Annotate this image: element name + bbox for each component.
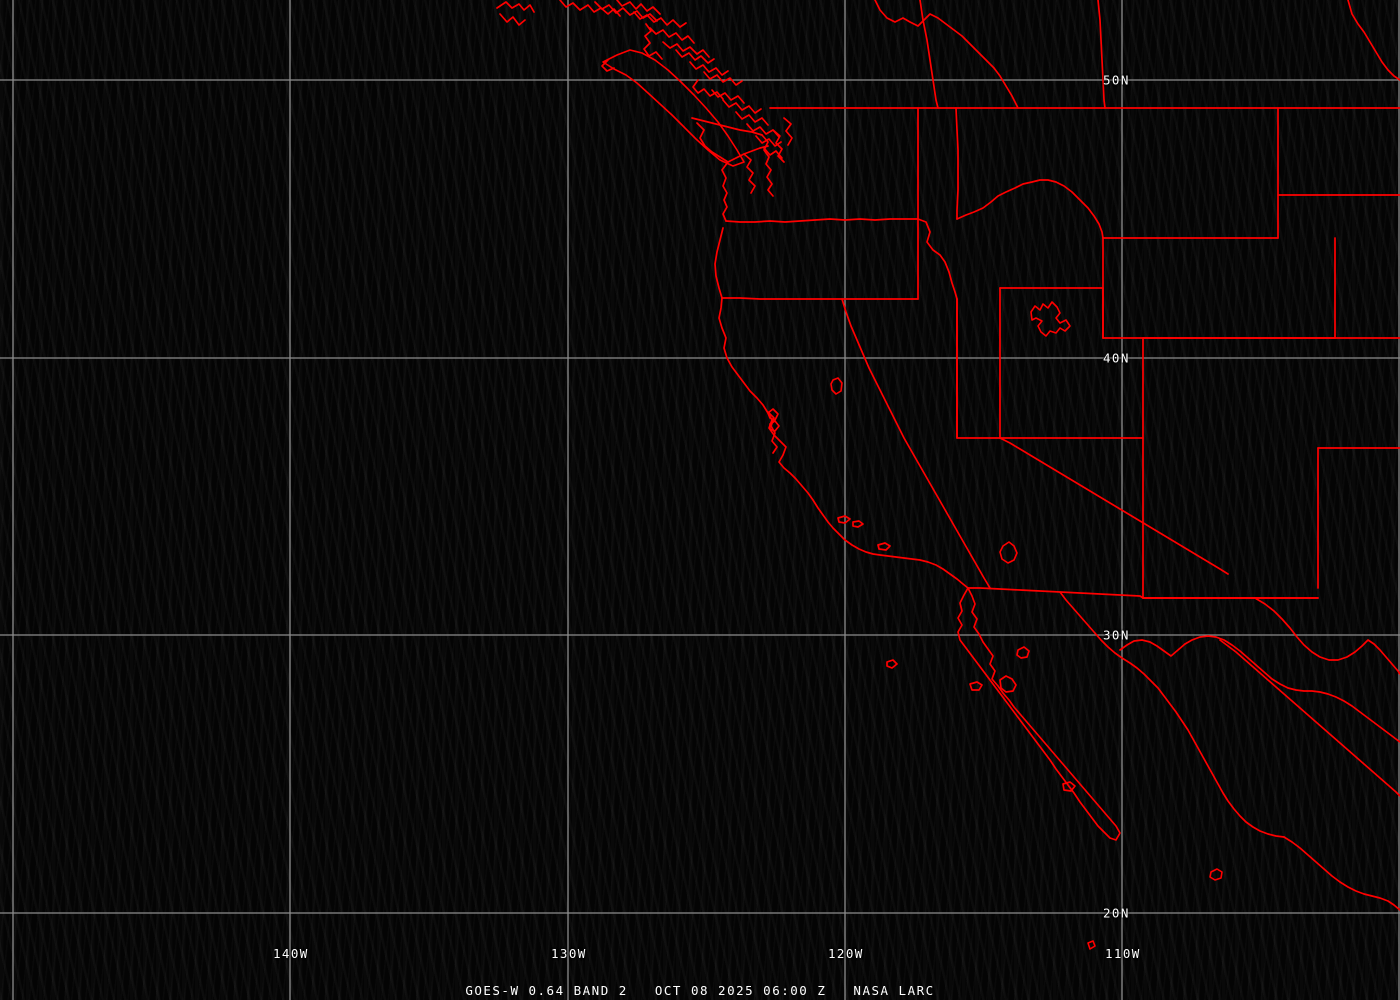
lat-label-50n: 50N (1103, 72, 1130, 88)
olympic-peninsula-puget-sound (691, 117, 793, 222)
us-mexico-border (967, 587, 1400, 675)
wyoming-state (1102, 237, 1336, 339)
bc-coast-archipelago (496, 0, 783, 159)
lon-label-120w: 120W (828, 946, 864, 961)
latitude-gridlines (0, 79, 1400, 914)
lake-tahoe (830, 377, 843, 395)
mexico-mainland-coast (1059, 591, 1400, 911)
lat-label-30n: 30N (1103, 627, 1130, 643)
canada-ne-boundary-segment (1347, 0, 1400, 81)
haida-gwaii (499, 13, 526, 26)
idaho-state (917, 107, 959, 439)
utah-state (999, 287, 1144, 599)
alberta-saskatchewan-border (1097, 0, 1106, 109)
washington-state (725, 107, 919, 223)
mexico-inland-lake (1209, 868, 1223, 881)
arizona-new-mexico (999, 437, 1319, 599)
caption-text: GOES-W 0.64 BAND 2 OCT 08 2025 06:00 Z N… (465, 982, 935, 998)
channel-islands (837, 515, 898, 669)
lon-label-140w: 140W (273, 946, 309, 961)
california-coastline (718, 297, 969, 589)
salton-sea (999, 541, 1018, 564)
great-salt-lake (1030, 301, 1071, 337)
montana-state (956, 107, 1279, 239)
oregon-state (714, 218, 919, 300)
lon-label-130w: 130W (551, 946, 587, 961)
image-caption-bar: GOES-W 0.64 BAND 2 OCT 08 2025 06:00 Z N… (0, 980, 1400, 1000)
canada-rockies-boundary (874, 0, 1019, 109)
lat-label-40n: 40N (1103, 350, 1130, 366)
dakotas-nebraska-borders (1277, 194, 1400, 589)
lat-label-20n: 20N (1103, 905, 1130, 921)
lon-label-110w: 110W (1105, 946, 1141, 961)
san-francisco-bay (767, 411, 778, 454)
vancouver-island (601, 49, 745, 167)
colorado-state (1142, 337, 1336, 599)
nevada-state (841, 298, 1001, 589)
baja-california-peninsula (957, 587, 1121, 841)
coast-marker-speck (1087, 940, 1096, 950)
longitude-gridlines (12, 0, 1400, 1000)
